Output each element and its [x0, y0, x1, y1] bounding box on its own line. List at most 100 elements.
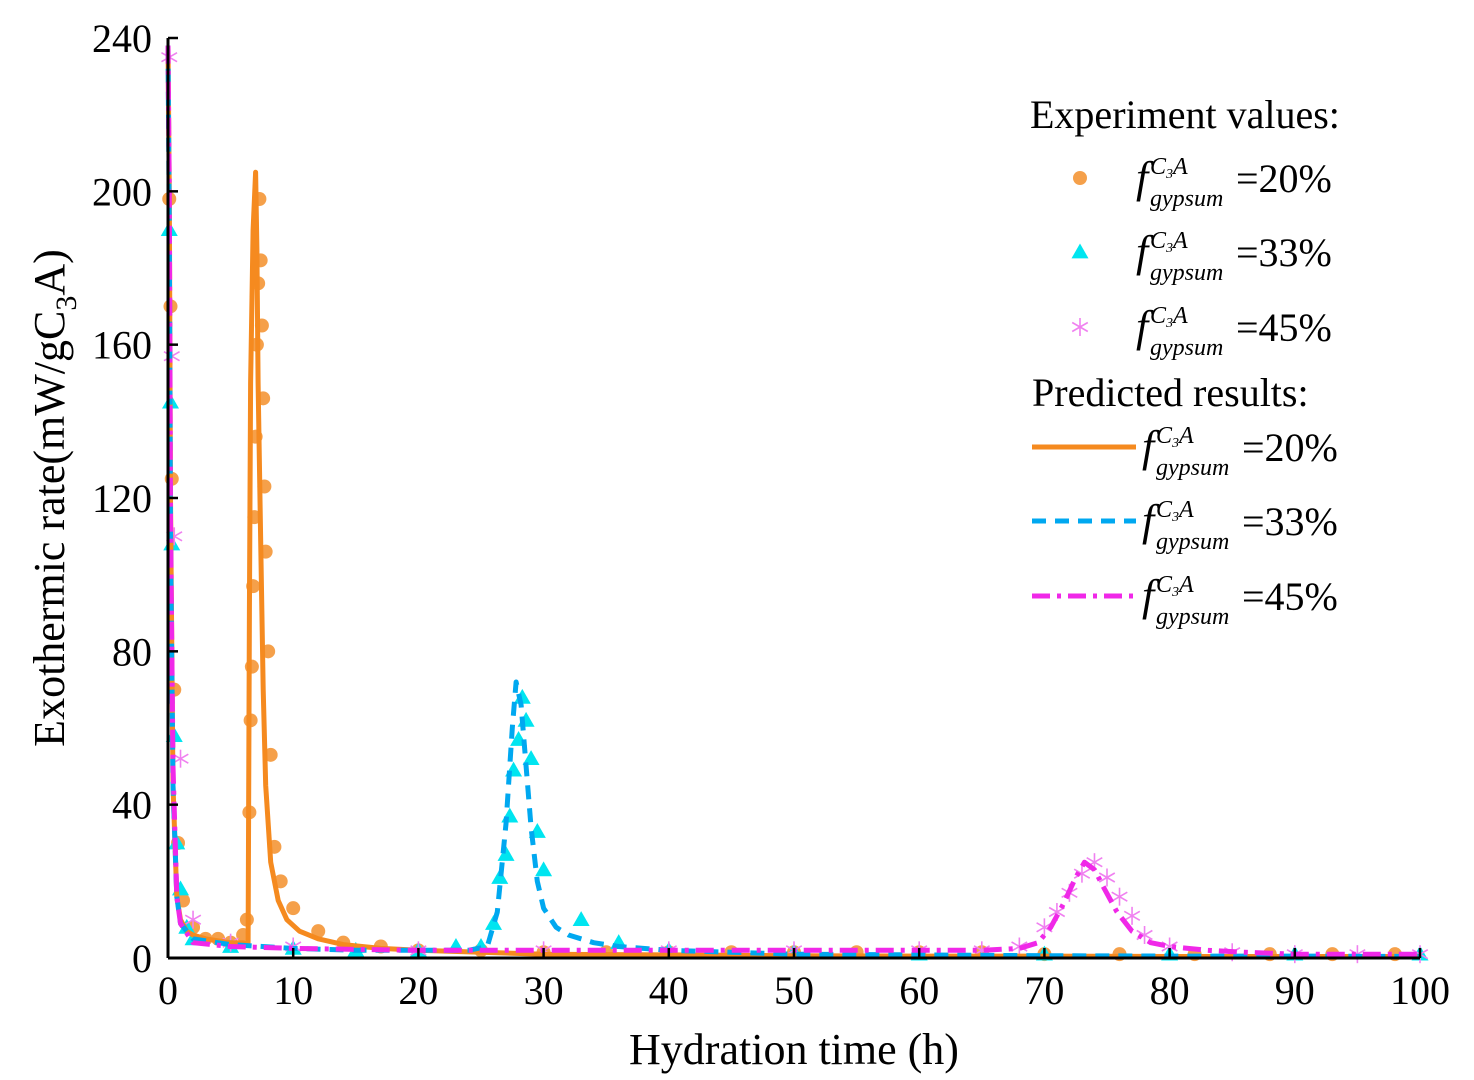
x-tick-label: 50: [774, 968, 814, 1013]
legend-superscript-main: C: [1150, 154, 1167, 180]
asterisk-stroke: [1161, 941, 1178, 952]
experiment-point: [491, 869, 509, 884]
legend-marker: [1073, 171, 1087, 185]
experiment-point: [497, 846, 515, 861]
legend-superscript: C3A: [1150, 154, 1188, 182]
y-axis-title-main: Exothermic rate(mW/gC: [25, 311, 74, 747]
legend-superscript-main: C: [1156, 423, 1173, 449]
y-tick-label: 120: [92, 476, 152, 521]
legend-superscript-sub: 3: [1165, 241, 1173, 256]
legend-value: =45%: [1242, 574, 1338, 619]
legend-superscript-sub: 3: [1171, 436, 1179, 451]
x-tick-label: 40: [649, 968, 689, 1013]
x-tick-label: 0: [158, 968, 178, 1013]
legend-superscript-end: A: [1171, 228, 1188, 254]
experiment-point: [485, 915, 503, 930]
asterisk-stroke: [1098, 872, 1116, 883]
experiment-point: [1098, 868, 1116, 887]
legend-superscript-end: A: [1177, 572, 1194, 598]
legend-value: =20%: [1236, 156, 1332, 201]
asterisk-stroke: [973, 945, 990, 956]
legend-superscript-main: C: [1156, 497, 1173, 523]
legend-superscript-sub: 3: [1171, 585, 1179, 600]
x-tick-label: 70: [1024, 968, 1064, 1013]
experiment-point: [184, 910, 202, 929]
legend-subscript: gypsum: [1150, 260, 1223, 286]
experiment-point: [572, 911, 590, 927]
legend-predicted-title: Predicted results:: [1032, 370, 1309, 415]
legend-value: =45%: [1236, 305, 1332, 350]
axes: 0 10 20 30 40 50 60 70 80 90 100 0 40 80 120 160 200 240: [92, 16, 1450, 1013]
legend-superscript: C3A: [1156, 572, 1194, 600]
x-tick-label: 10: [273, 968, 313, 1013]
legend-value: =33%: [1236, 230, 1332, 275]
legend-subscript: gypsum: [1150, 186, 1223, 212]
asterisk-stroke: [1111, 891, 1128, 902]
experiment-point: [1111, 887, 1128, 906]
legend-subscript: gypsum: [1156, 604, 1229, 630]
legend-superscript-sub: 3: [1171, 510, 1179, 525]
y-ticks: 0 40 80 120 160 200 240: [92, 16, 178, 981]
y-axis-title-end: A): [25, 249, 74, 295]
legend-superscript-end: A: [1171, 154, 1188, 180]
y-tick-label: 160: [92, 323, 152, 368]
legend-marker: [1071, 243, 1089, 259]
legend-superscript-end: A: [1177, 497, 1194, 523]
legend-superscript-end: A: [1177, 423, 1194, 449]
legend-experiment-title: Experiment values:: [1030, 92, 1340, 137]
legend-superscript: C3A: [1150, 303, 1188, 331]
legend-superscript-end: A: [1171, 303, 1188, 329]
legend-value: =33%: [1242, 499, 1338, 544]
asterisk-stroke: [172, 753, 189, 764]
x-tick-label: 80: [1150, 968, 1190, 1013]
x-tick-label: 60: [899, 968, 939, 1013]
predicted-line-3: [165, 45, 1420, 957]
experiment-point: [311, 924, 326, 939]
asterisk-stroke: [1048, 906, 1066, 918]
legend-subscript: gypsum: [1156, 455, 1229, 481]
y-axis-title-sub: 3: [50, 296, 83, 311]
asterisk-stroke: [1123, 910, 1141, 922]
y-tick-label: 0: [132, 936, 152, 981]
experiment-point: [522, 750, 540, 766]
legend-marker: [1071, 318, 1089, 336]
legend-superscript-main: C: [1150, 228, 1167, 254]
x-tick-label: 90: [1275, 968, 1315, 1013]
y-tick-label: 200: [92, 169, 152, 214]
experiment-point: [1123, 906, 1141, 925]
y-tick-label: 80: [112, 629, 152, 674]
x-tick-label: 20: [398, 968, 438, 1013]
experiment-point: [535, 861, 553, 877]
x-ticks: 0 10 20 30 40 50 60 70 80 90 100: [158, 948, 1450, 1013]
y-tick-label: 40: [112, 783, 152, 828]
experiment-point: [1073, 864, 1091, 883]
y-axis-title: Exothermic rate(mW/gC3A): [25, 249, 83, 747]
legend-superscript-sub: 3: [1165, 316, 1173, 331]
legend-superscript: C3A: [1156, 423, 1194, 451]
asterisk-stroke: [184, 914, 202, 925]
legend-superscript-main: C: [1150, 303, 1167, 329]
x-tick-label: 100: [1390, 968, 1450, 1013]
legend-superscript: C3A: [1150, 228, 1188, 256]
y-tick-label: 240: [92, 16, 152, 61]
x-axis-title: Hydration time (h): [629, 1025, 959, 1074]
experiment-point: [286, 901, 301, 916]
legend-superscript-main: C: [1156, 572, 1173, 598]
predicted-line-2: [165, 45, 1421, 959]
legend-subscript: gypsum: [1150, 335, 1223, 361]
asterisk-stroke: [1073, 868, 1091, 879]
